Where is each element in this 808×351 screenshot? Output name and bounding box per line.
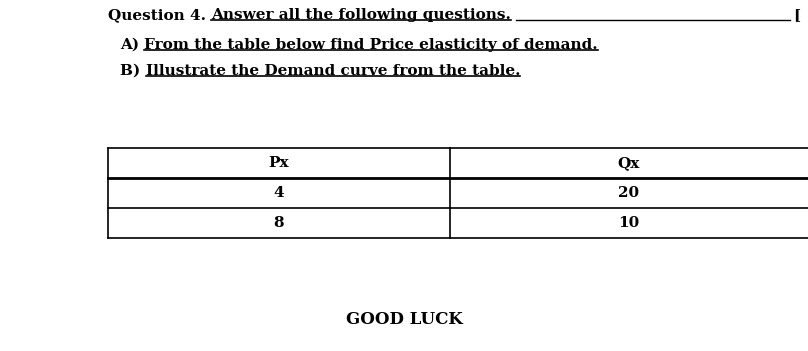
Text: From the table below find Price elasticity of demand.: From the table below find Price elastici… <box>145 38 598 52</box>
Text: 4: 4 <box>274 186 284 200</box>
Text: Question 4.: Question 4. <box>108 8 211 22</box>
Text: Px: Px <box>269 156 289 170</box>
Text: B): B) <box>120 64 145 78</box>
Text: 20: 20 <box>618 186 640 200</box>
Text: A): A) <box>120 38 145 52</box>
Text: 8: 8 <box>274 216 284 230</box>
Text: Answer all the following questions.: Answer all the following questions. <box>211 8 511 22</box>
Text: 10: 10 <box>618 216 640 230</box>
Text: Illustrate the Demand curve from the table.: Illustrate the Demand curve from the tab… <box>145 64 520 78</box>
Text: GOOD LUCK: GOOD LUCK <box>346 311 462 329</box>
Text: Qx: Qx <box>618 156 640 170</box>
Text: [: [ <box>793 8 800 22</box>
